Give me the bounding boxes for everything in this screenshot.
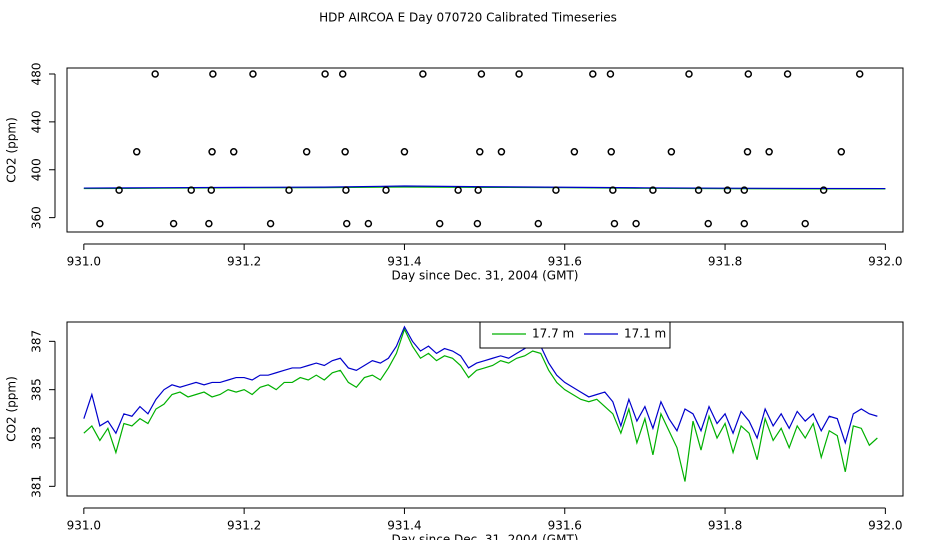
scatter-point (266, 219, 275, 228)
y-tick-label: 385 (30, 378, 44, 401)
scatter-point (302, 148, 311, 156)
scatter-point (855, 70, 864, 78)
scatter-point (115, 186, 123, 194)
scatter-point (801, 219, 809, 228)
scatter-point (765, 148, 773, 156)
scatter-point (321, 70, 329, 78)
figure-title: HDP AIRCOA E Day 070720 Calibrated Times… (319, 11, 617, 25)
scatter-point (209, 70, 217, 78)
scatter-point (610, 219, 619, 228)
x-tick-label: 931.4 (387, 255, 421, 269)
scatter-point (207, 186, 216, 194)
x-tick-label: 931.2 (227, 255, 261, 269)
x-tick-label: 932.0 (868, 519, 902, 533)
scatter-point (819, 186, 828, 194)
scatter-point (473, 219, 482, 228)
scatter-point (342, 186, 350, 194)
scatter-point (743, 148, 752, 156)
scatter-point (837, 148, 846, 156)
scatter-point (744, 70, 753, 78)
series-line (83, 185, 886, 190)
scatter-point (632, 219, 640, 228)
scatter-point (649, 186, 657, 194)
scatter-point (285, 186, 293, 194)
scatter-point (454, 186, 462, 194)
y-tick-label: 440 (30, 110, 44, 133)
scatter-point (740, 219, 749, 228)
x-tick-label: 931.8 (708, 255, 742, 269)
x-tick-label: 931.6 (548, 255, 582, 269)
legend-label: 17.7 m (532, 327, 574, 341)
scatter-point (341, 148, 349, 156)
x-tick-label: 931.6 (548, 519, 582, 533)
x-tick-label: 932.0 (868, 255, 902, 269)
scatter-point (723, 186, 732, 194)
x-tick-label: 931.8 (708, 519, 742, 533)
scatter-point (400, 148, 409, 156)
scatter-point (342, 219, 351, 228)
y-tick-label: 381 (30, 475, 44, 498)
scatter-point (364, 219, 373, 228)
scatter-point (249, 70, 257, 78)
legend-box (479, 321, 671, 349)
scatter-point (667, 148, 676, 156)
scatter-point (497, 148, 506, 156)
scatter-point (132, 148, 141, 156)
scatter-point (338, 70, 347, 78)
scatter-point (570, 148, 579, 156)
y-tick-label: 400 (30, 158, 44, 181)
y-axis-title: CO2 (ppm) (5, 376, 19, 442)
scatter-point (704, 219, 712, 228)
scatter-point (229, 148, 238, 156)
legend-label: 17.1 m (624, 327, 666, 341)
y-tick-label: 480 (30, 63, 44, 86)
y-tick-label: 360 (30, 206, 44, 229)
series-line (83, 325, 878, 445)
scatter-point (607, 148, 615, 156)
x-tick-label: 931.4 (387, 519, 421, 533)
scatter-point (694, 186, 703, 194)
scatter-point (534, 219, 543, 228)
scatter-point (685, 70, 693, 78)
x-axis-title: Day since Dec. 31, 2004 (GMT) (392, 269, 579, 283)
scatter-point (151, 70, 159, 78)
plot-frame (66, 67, 904, 233)
scatter-point (96, 219, 104, 228)
y-axis-title: CO2 (ppm) (5, 117, 19, 183)
scatter-point (187, 186, 195, 194)
x-tick-label: 931.2 (227, 519, 261, 533)
scatter-point (740, 186, 749, 194)
x-tick-label: 931.0 (67, 255, 101, 269)
series-line (83, 327, 878, 482)
x-tick-label: 931.0 (67, 519, 101, 533)
scatter-point (589, 70, 597, 78)
scatter-point (515, 70, 523, 78)
scatter-point (476, 148, 484, 156)
scatter-point (609, 186, 617, 194)
x-axis-title: Day since Dec. 31, 2004 (GMT) (392, 533, 579, 540)
scatter-point (382, 186, 390, 194)
scatter-point (552, 186, 560, 194)
scatter-point (205, 219, 213, 228)
scatter-point (435, 219, 444, 228)
scatter-point (474, 186, 482, 194)
scatter-point (477, 70, 486, 78)
scatter-point (169, 219, 178, 228)
scatter-point (606, 70, 615, 78)
scatter-point (208, 148, 216, 156)
y-tick-label: 387 (30, 330, 44, 353)
scatter-point (419, 70, 427, 78)
y-tick-label: 383 (30, 427, 44, 450)
scatter-point (783, 70, 792, 78)
